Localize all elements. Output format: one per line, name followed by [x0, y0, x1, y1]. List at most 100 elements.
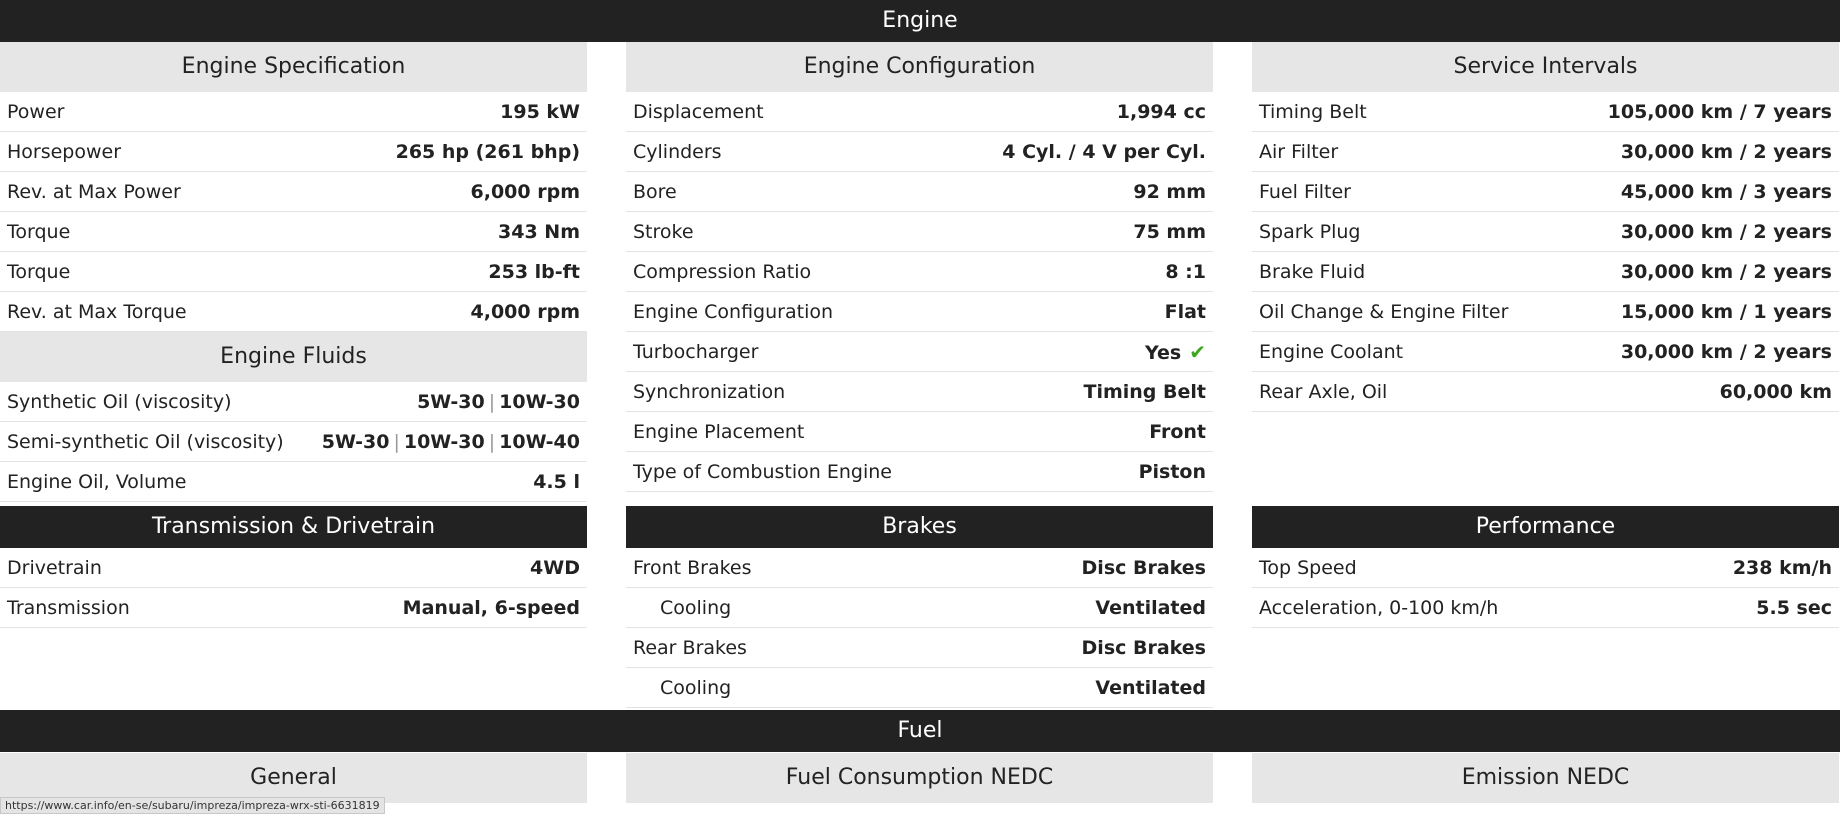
row-label: Rev. at Max Torque [7, 300, 187, 323]
row-value: 343 Nm [498, 220, 580, 243]
engine-configuration-title: Engine Configuration [626, 42, 1213, 92]
row-label: Synchronization [633, 380, 786, 403]
row-label: Oil Change & Engine Filter [1259, 300, 1509, 323]
row-value: Piston [1138, 460, 1206, 483]
row-label: Transmission [7, 596, 130, 619]
viscosity-value: 5W-30 [417, 390, 485, 413]
row-label: Rear Axle, Oil [1259, 380, 1388, 403]
spec-row-torque-lbft: Torque 253 lb-ft [0, 252, 587, 292]
row-value: Flat [1164, 300, 1206, 323]
brakes-row-front-cooling: Cooling Ventilated [626, 588, 1213, 628]
fuel-consumption-panel: Fuel Consumption NEDC [626, 753, 1213, 803]
row-value: 4 Cyl. / 4 V per Cyl. [1002, 140, 1206, 163]
performance-panel: Performance Top Speed 238 km/h Accelerati… [1252, 506, 1839, 628]
row-value: 30,000 km / 2 years [1620, 140, 1832, 163]
brakes-row-rear: Rear Brakes Disc Brakes [626, 628, 1213, 668]
row-label: Cooling [660, 676, 732, 699]
row-label: Engine Placement [633, 420, 805, 443]
trans-row-drivetrain: Drivetrain 4WD [0, 548, 587, 588]
service-row-oil-change: Oil Change & Engine Filter 15,000 km / 1 … [1252, 292, 1839, 332]
row-label: Rev. at Max Power [7, 180, 181, 203]
separator: | [393, 430, 400, 453]
service-row-brake-fluid: Brake Fluid 30,000 km / 2 years [1252, 252, 1839, 292]
emission-title: Emission NEDC [1252, 753, 1839, 803]
row-value: 60,000 km [1719, 380, 1832, 403]
service-row-spark-plug: Spark Plug 30,000 km / 2 years [1252, 212, 1839, 252]
engine-fluids-title: Engine Fluids [0, 332, 587, 382]
row-value: Timing Belt [1083, 380, 1207, 403]
row-value: Ventilated [1095, 596, 1206, 619]
row-label: Engine Oil, Volume [7, 470, 187, 493]
row-label: Cooling [660, 596, 732, 619]
brakes-row-front: Front Brakes Disc Brakes [626, 548, 1213, 588]
viscosity-value: 5W-30 [321, 430, 390, 453]
brakes-title: Brakes [626, 506, 1213, 548]
row-value: 4.5 l [533, 470, 580, 493]
fluid-row-semi-synthetic-oil: Semi-synthetic Oil (viscosity) 5W-30 | 10W… [0, 422, 587, 462]
viscosity-value: 10W-30 [499, 390, 580, 413]
spec-row-horsepower: Horsepower 265 hp (261 bhp) [0, 132, 587, 172]
row-value: Front [1149, 420, 1206, 443]
row-value: Yes ✔ [1145, 340, 1206, 364]
status-bar-url: https://www.car.info/en-se/subaru/imprez… [0, 797, 385, 814]
service-row-fuel-filter: Fuel Filter 45,000 km / 3 years [1252, 172, 1839, 212]
row-value: Disc Brakes [1081, 556, 1206, 579]
service-intervals-title: Service Intervals [1252, 42, 1839, 92]
row-label: Front Brakes [633, 556, 752, 579]
row-value: Disc Brakes [1081, 636, 1206, 659]
perf-row-acceleration: Acceleration, 0-100 km/h 5.5 sec [1252, 588, 1839, 628]
spec-row-rev-max-power: Rev. at Max Power 6,000 rpm [0, 172, 587, 212]
row-value: 5.5 sec [1756, 596, 1832, 619]
row-label: Semi-synthetic Oil (viscosity) [7, 430, 284, 453]
service-row-rear-axle-oil: Rear Axle, Oil 60,000 km [1252, 372, 1839, 412]
row-label: Torque [7, 260, 71, 283]
row-label: Torque [7, 220, 71, 243]
fuel-general-title: General [0, 753, 587, 803]
performance-title: Performance [1252, 506, 1839, 548]
perf-row-top-speed: Top Speed 238 km/h [1252, 548, 1839, 588]
row-label: Power [7, 100, 65, 123]
row-value: 265 hp (261 bhp) [395, 140, 580, 163]
row-value: Manual, 6-speed [402, 596, 580, 619]
brakes-row-rear-cooling: Cooling Ventilated [626, 668, 1213, 708]
row-label: Timing Belt [1259, 100, 1367, 123]
config-row-configuration: Engine Configuration Flat [626, 292, 1213, 332]
row-value: 92 mm [1133, 180, 1206, 203]
config-row-displacement: Displacement 1,994 cc [626, 92, 1213, 132]
config-row-placement: Engine Placement Front [626, 412, 1213, 452]
separator: | [488, 390, 496, 413]
config-row-turbocharger: Turbocharger Yes ✔ [626, 332, 1213, 372]
trans-row-transmission: Transmission Manual, 6-speed [0, 588, 587, 628]
row-value: 238 km/h [1732, 556, 1832, 579]
row-value: 5W-30 | 10W-30 | 10W-40 [322, 431, 580, 453]
row-label: Top Speed [1259, 556, 1357, 579]
turbo-value: Yes [1145, 341, 1182, 364]
row-value: 30,000 km / 2 years [1620, 340, 1832, 363]
engine-specification-title: Engine Specification [0, 42, 587, 92]
viscosity-value: 10W-30 [403, 430, 485, 453]
section-header-fuel: Fuel [0, 710, 1840, 752]
row-label: Cylinders [633, 140, 722, 163]
row-value: 1,994 cc [1116, 100, 1206, 123]
viscosity-value: 10W-40 [499, 430, 580, 453]
transmission-title: Transmission & Drivetrain [0, 506, 587, 548]
config-row-bore: Bore 92 mm [626, 172, 1213, 212]
fluid-row-synthetic-oil: Synthetic Oil (viscosity) 5W-30 | 10W-30 [0, 382, 587, 422]
spec-row-torque-nm: Torque 343 Nm [0, 212, 587, 252]
row-label: Type of Combustion Engine [633, 460, 892, 483]
row-label: Horsepower [7, 140, 122, 163]
row-value: 4WD [530, 556, 580, 579]
config-row-compression: Compression Ratio 8 :1 [626, 252, 1213, 292]
row-label: Engine Coolant [1259, 340, 1404, 363]
fluid-row-oil-volume: Engine Oil, Volume 4.5 l [0, 462, 587, 502]
config-row-cylinders: Cylinders 4 Cyl. / 4 V per Cyl. [626, 132, 1213, 172]
row-label: Air Filter [1259, 140, 1339, 163]
row-value: 15,000 km / 1 years [1620, 300, 1832, 323]
row-label: Stroke [633, 220, 694, 243]
row-label: Displacement [633, 100, 764, 123]
section-header-engine: Engine [0, 0, 1840, 42]
row-value: 253 lb-ft [488, 260, 580, 283]
row-label: Turbocharger [633, 340, 759, 363]
service-row-coolant: Engine Coolant 30,000 km / 2 years [1252, 332, 1839, 372]
service-intervals-panel: Service Intervals Timing Belt 105,000 km … [1252, 42, 1839, 412]
